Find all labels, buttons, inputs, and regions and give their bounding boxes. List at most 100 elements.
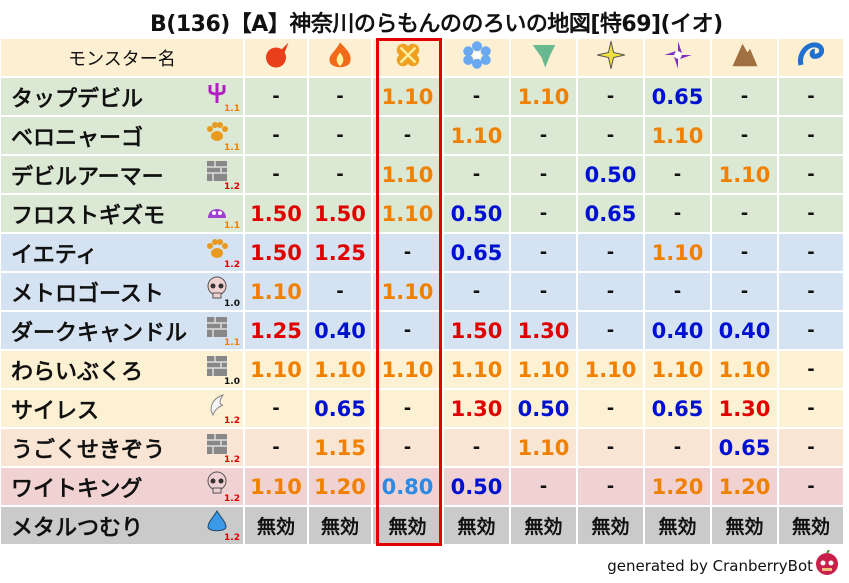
metal-slime-icon — [205, 509, 229, 534]
resistance-value: - — [712, 195, 777, 232]
resistance-value: 1.10 — [373, 78, 442, 115]
resistance-value: 0.40 — [645, 312, 710, 349]
monster-name-cell: タップデビル 1.1 — [1, 78, 243, 115]
monster-level: 1.2 — [224, 260, 240, 270]
resistance-value: 1.10 — [712, 156, 777, 193]
monster-name-cell: メトロゴースト 1.0 — [1, 273, 243, 310]
table-row: デビルアーマー 1.2- -1.10- -0.50-1.10- — [0, 155, 849, 194]
monster-level: 1.1 — [224, 104, 240, 114]
resistance-value: 無効 — [245, 507, 307, 544]
resistance-value: 0.65 — [578, 195, 643, 232]
element-header-flame — [309, 39, 371, 76]
table-row: ベロニャーゴ 1.1- - -1.10- -1.10- - — [0, 116, 849, 155]
table-row: わらいぶくろ 1.0 1.10 1.10 1.10 1.10 1.10 1.10 1.10 1.1… — [0, 350, 849, 389]
element-header-lightning-star — [578, 39, 643, 76]
resistance-value: 1.25 — [309, 234, 371, 271]
resistance-value: 1.10 — [511, 78, 576, 115]
resistance-value: 1.10 — [645, 117, 710, 154]
resistance-value: - — [779, 312, 843, 349]
monster-level: 1.1 — [224, 338, 240, 348]
generated-by-label: generated by CranberryBot — [607, 557, 813, 575]
resistance-value: - — [645, 273, 710, 310]
monster-name: ワイトキング — [11, 476, 143, 502]
monster-level: 1.0 — [224, 377, 240, 387]
table-row: タップデビル 1.1- -1.10-1.10-0.65- - — [0, 77, 849, 116]
resistance-value: 1.10 — [645, 351, 710, 388]
monster-name: うごくせきぞう — [11, 437, 166, 463]
table-row: メタルつむり 1.2 無効 無効 無効 無効 無効 無効 無効 無効 無効 — [0, 506, 849, 545]
element-header-dark-swirl — [645, 39, 710, 76]
resistance-value: 0.65 — [645, 390, 710, 427]
resistance-value: - — [309, 156, 371, 193]
flame-icon — [325, 40, 355, 75]
resistance-value: - — [779, 195, 843, 232]
resistance-value: - — [712, 273, 777, 310]
resistance-value: 1.10 — [373, 195, 442, 232]
monster-name-cell: わらいぶくろ 1.0 — [1, 351, 243, 388]
monster-level: 1.2 — [224, 455, 240, 465]
resistance-value: 1.30 — [444, 390, 509, 427]
table-row: うごくせきぞう 1.2-1.15- -1.10- -0.65- — [0, 428, 849, 467]
resistance-value: 1.10 — [444, 351, 509, 388]
resistance-value: 1.10 — [511, 429, 576, 466]
resistance-value: 1.10 — [645, 234, 710, 271]
resistance-value: 無効 — [309, 507, 371, 544]
table-row: サイレス 1.2-0.65-1.30 0.50-0.65 1.30- — [0, 389, 849, 428]
resistance-value: - — [779, 390, 843, 427]
resistance-value: 1.50 — [444, 312, 509, 349]
resistance-value: 無効 — [712, 507, 777, 544]
resistance-value: - — [712, 234, 777, 271]
resistance-value: - — [373, 234, 442, 271]
resistance-value: 1.30 — [511, 312, 576, 349]
monster-name-cell: ダークキャンドル 1.1 — [1, 312, 243, 349]
resistance-value: - — [511, 117, 576, 154]
monster-name-cell: ベロニャーゴ 1.1 — [1, 117, 243, 154]
resistance-value: 1.10 — [511, 351, 576, 388]
resistance-value: - — [779, 429, 843, 466]
resistance-value: - — [578, 117, 643, 154]
monster-name: イエティ — [11, 242, 98, 268]
brick-icon — [205, 432, 229, 456]
element-header-water-wave — [779, 39, 843, 76]
element-header-rock — [712, 39, 777, 76]
resistance-value: 1.50 — [309, 195, 371, 232]
resistance-value: - — [309, 117, 371, 154]
resistance-value: 1.30 — [712, 390, 777, 427]
lightning-star-icon — [596, 40, 626, 75]
resistance-value: 1.10 — [578, 351, 643, 388]
monster-name: タップデビル — [11, 86, 144, 112]
resistance-value: 1.25 — [245, 312, 307, 349]
monster-name-cell: うごくせきぞう 1.2 — [1, 429, 243, 466]
page-title: B(136)【A】神奈川のらもんののろいの地図[特69](イオ) — [150, 12, 723, 37]
resistance-value: 0.50 — [578, 156, 643, 193]
slime-icon — [205, 198, 229, 222]
resistance-value: - — [779, 351, 843, 388]
table-row: フロストギズモ 1.1 1.50 1.50 1.10 0.50-0.65- - - — [0, 194, 849, 233]
table-row: ダークキャンドル 1.1 1.25 0.40-1.50 1.30-0.40 0.40- — [0, 311, 849, 350]
header-row: モンスター名 — [0, 38, 849, 77]
monster-name-header: モンスター名 — [1, 39, 243, 76]
resistance-table: モンスター名 タップデビル 1.1- -1.10-1.10-0.65- - ベロニャーゴ… — [0, 38, 849, 545]
brick-icon — [205, 315, 229, 339]
monster-level: 1.2 — [224, 416, 240, 426]
resistance-value: - — [578, 78, 643, 115]
resistance-value: 1.10 — [712, 351, 777, 388]
resistance-value: - — [779, 234, 843, 271]
resistance-value: - — [578, 468, 643, 505]
trident-icon — [205, 81, 229, 105]
monster-name: ダークキャンドル — [11, 320, 188, 346]
resistance-value: 1.50 — [245, 195, 307, 232]
resistance-value: - — [779, 117, 843, 154]
monster-level: 1.0 — [224, 299, 240, 309]
monster-level: 1.2 — [224, 182, 240, 192]
resistance-value: 0.40 — [712, 312, 777, 349]
resistance-value: 1.50 — [245, 234, 307, 271]
resistance-value: - — [511, 156, 576, 193]
resistance-value: - — [373, 312, 442, 349]
tornado-icon — [529, 40, 559, 75]
resistance-value: - — [444, 156, 509, 193]
monster-name-cell: メタルつむり 1.2 — [1, 507, 243, 544]
resistance-value: - — [779, 78, 843, 115]
monster-name-cell: イエティ 1.2 — [1, 234, 243, 271]
element-header-ice-flower — [444, 39, 509, 76]
